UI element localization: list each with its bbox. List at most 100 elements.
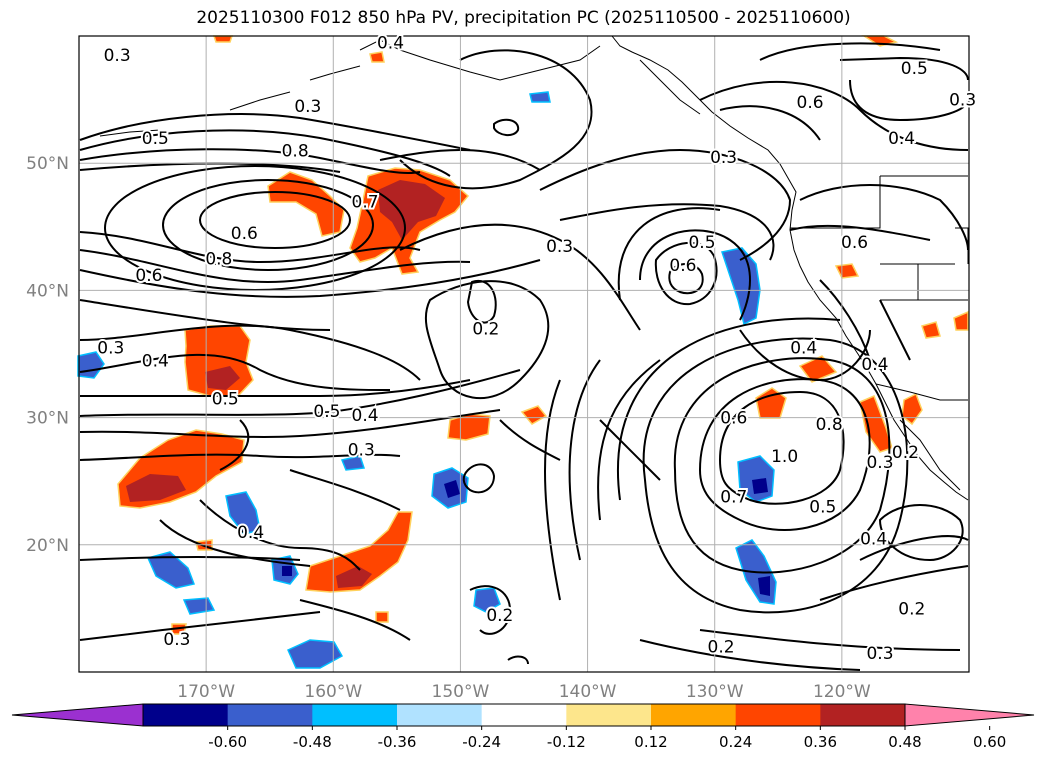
- lon-tick-label: 140°W: [559, 682, 617, 702]
- lon-tick-label: 120°W: [813, 682, 871, 702]
- contour-label: 0.6: [797, 93, 824, 113]
- lon-tick-label: 130°W: [686, 682, 744, 702]
- lon-tick-label: 170°W: [177, 682, 235, 702]
- contour-label: 0.5: [212, 390, 239, 410]
- precip-patch: [953, 310, 969, 331]
- colorbar-bin: [143, 704, 229, 726]
- colorbar: -0.60 -0.48 -0.36 -0.24 -0.12 0.12 0.24 0.36 0.4…: [11, 703, 1035, 751]
- contour-label: 0.4: [888, 129, 915, 149]
- colorbar-bin: [397, 704, 483, 726]
- gridlines: [79, 36, 969, 672]
- contour-label: 0.3: [866, 453, 893, 473]
- precip-patch: [444, 480, 460, 498]
- colorbar-tick-label: 0.36: [804, 733, 837, 751]
- contour-label: 0.2: [472, 320, 499, 340]
- contour-label: 0.3: [104, 46, 131, 66]
- precip-patch: [834, 263, 860, 279]
- axis-labels: 50°N 40°N 30°N 20°N 170°W 160°W 150°W 140°W 130°…: [26, 154, 871, 702]
- precip-patch: [755, 387, 787, 419]
- precip-patch: [921, 321, 941, 339]
- colorbar-tick-label: -0.36: [378, 733, 417, 751]
- colorbar-bin: [312, 704, 398, 726]
- precip-patch: [901, 392, 923, 426]
- colorbar-extend-low: [11, 703, 144, 727]
- map-frame: [78, 35, 970, 673]
- contour-label: 0.4: [860, 529, 887, 549]
- contour-label: 0.5: [809, 498, 836, 518]
- contour-label: 0.3: [163, 630, 190, 650]
- precip-patch: [369, 51, 385, 63]
- contour-label: 0.3: [348, 440, 375, 460]
- precip-patch: [225, 491, 261, 535]
- colorbar-tick-label: -0.12: [547, 733, 586, 751]
- precip-patch: [146, 551, 196, 589]
- colorbar-bin: [227, 704, 313, 726]
- lat-tick-label: 40°N: [26, 281, 69, 301]
- contour-label: 0.3: [866, 644, 893, 664]
- contour-label: 0.4: [352, 406, 379, 426]
- contour-label: 0.3: [546, 237, 573, 257]
- contour-label: 0.3: [710, 148, 737, 168]
- contour-label: 0.7: [352, 192, 379, 212]
- lat-tick-label: 50°N: [26, 154, 69, 174]
- colorbar-tick-label: 0.12: [634, 733, 667, 751]
- precip-patch: [758, 576, 770, 596]
- colorbar-outline: [142, 703, 906, 727]
- contour-label: 0.4: [861, 355, 888, 375]
- contour-labels: 0.30.40.30.50.80.70.60.80.60.30.20.30.40…: [95, 31, 978, 666]
- colorbar-tick-label: 0.60: [973, 733, 1006, 751]
- contour-label: 0.6: [841, 233, 868, 253]
- precip-patch: [205, 366, 240, 390]
- colorbar-bin: [820, 704, 906, 726]
- precip-patch: [340, 455, 366, 471]
- precip-patch: [305, 511, 413, 593]
- precip-patch: [336, 566, 372, 588]
- precip-patch: [182, 597, 216, 615]
- colorbar-tick-label: 0.24: [719, 733, 752, 751]
- contour-label: 0.6: [231, 224, 258, 244]
- contour-label: 0.2: [898, 599, 925, 619]
- precip-patch: [520, 405, 548, 425]
- precip-patch: [212, 35, 234, 43]
- precip-patch: [267, 171, 345, 237]
- contour-label: 0.2: [486, 606, 513, 626]
- contour-label: 0.3: [97, 339, 124, 359]
- contour-label: 0.5: [313, 402, 340, 422]
- pv-contours: [79, 42, 969, 671]
- map-title: 2025110300 F012 850 hPa PV, precipitatio…: [196, 8, 851, 28]
- contour-label: 0.4: [377, 33, 404, 53]
- colorbar-bin: [735, 704, 821, 726]
- colorbar-extend-high: [904, 703, 1035, 727]
- contour-label: 0.4: [142, 351, 169, 371]
- precip-patch: [378, 180, 445, 240]
- contour-label: 0.2: [708, 638, 735, 658]
- colorbar-tick-label: -0.48: [293, 733, 332, 751]
- precip-patch: [529, 91, 551, 103]
- colorbar-bin: [566, 704, 652, 726]
- colorbar-tick-label: -0.60: [208, 733, 247, 751]
- contour-label: 0.5: [901, 59, 928, 79]
- contour-label: 0.6: [720, 409, 747, 429]
- contour-label: 0.6: [669, 256, 696, 276]
- precip-patch: [287, 639, 344, 669]
- lon-tick-label: 150°W: [432, 682, 490, 702]
- precip-patch: [282, 566, 292, 576]
- contour-label: 0.2: [892, 443, 919, 463]
- colorbar-tick-label: 0.48: [888, 733, 921, 751]
- contour-label: 0.3: [949, 91, 976, 111]
- precip-patch: [126, 474, 186, 502]
- contour-label: 0.7: [720, 487, 747, 507]
- contour-label: 1.0: [771, 447, 798, 467]
- colorbar-bin: [481, 704, 567, 726]
- contour-label: 0.6: [135, 266, 162, 286]
- precip-patch: [721, 247, 761, 326]
- precip-patch: [473, 587, 501, 613]
- precip-patch: [859, 395, 893, 453]
- contour-label: 0.8: [205, 250, 232, 270]
- colorbar-bin: [651, 704, 737, 726]
- precip-patch: [375, 611, 389, 623]
- contour-label: 0.8: [816, 415, 843, 435]
- contour-label: 0.5: [688, 233, 715, 253]
- lon-tick-label: 160°W: [304, 682, 362, 702]
